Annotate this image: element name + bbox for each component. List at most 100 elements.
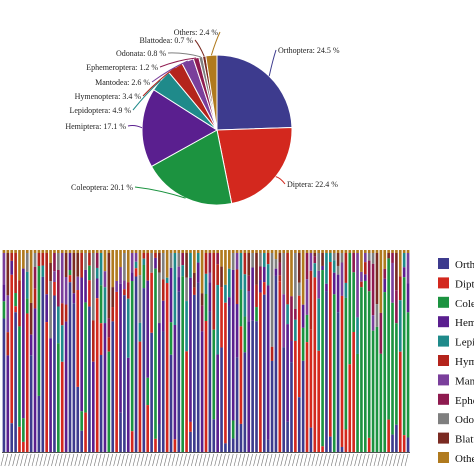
bar-43-segment-diptera	[165, 283, 169, 452]
bar-88-segment-orthoptera	[340, 446, 344, 452]
pie-leader-coleoptera	[134, 186, 186, 199]
x-tick-18	[66, 453, 71, 467]
pie-slice-orthoptera	[216, 54, 293, 131]
bar-92-segment-lepidoptera	[356, 317, 359, 354]
x-tick-72	[276, 453, 281, 467]
bar-88-segment-odonata	[340, 252, 344, 263]
x-tick-98	[377, 453, 382, 467]
bar-88-segment-others	[340, 250, 344, 253]
bar-49-segment-hemiptera	[189, 277, 192, 422]
bar-64-segment-hemiptera	[247, 321, 251, 452]
bar-16-segment-lepidoptera	[60, 325, 64, 362]
bar-62-segment-lepidoptera	[239, 252, 243, 290]
bar-78-segment-hemiptera	[301, 304, 305, 328]
bar-96-segment-coleoptera	[371, 330, 375, 452]
pie-leader-lepidoptera	[132, 80, 161, 111]
x-tick-65	[249, 453, 253, 467]
bar-101-segment-others	[391, 250, 394, 253]
bar-50-segment-blattodea	[193, 272, 196, 288]
legend-label-lepidoptera: Lepidoptera	[455, 337, 474, 349]
bar-60-segment-hemiptera	[231, 269, 235, 421]
bar-19-segment-blattodea	[72, 252, 76, 294]
bar-98-segment-others	[379, 250, 383, 313]
bar-9-segment-hymenoptera	[33, 288, 37, 309]
bar-45-segment-others	[173, 250, 177, 253]
bar-78-segment-orthoptera	[301, 360, 305, 452]
bar-102-segment-ephemeroptera	[395, 290, 398, 324]
bar-71-segment-orthoptera	[274, 275, 278, 452]
bar-70-segment-orthoptera	[270, 360, 274, 452]
bar-20-segment-orthoptera	[76, 386, 80, 452]
bar-36-segment-diptera	[138, 341, 142, 452]
bar-29-segment-others	[111, 250, 115, 288]
bar-51-segment-hemiptera	[196, 262, 200, 283]
bar-64-segment-others	[247, 250, 251, 253]
bar-56-segment-others	[216, 250, 219, 253]
x-tick-6	[20, 453, 24, 467]
bar-94-segment-coleoptera	[363, 280, 367, 452]
legend-swatch-mantodea	[438, 374, 449, 386]
x-tick-83	[319, 453, 323, 467]
pie-leader-diptera	[275, 176, 286, 185]
bar-81-segment-others	[313, 250, 317, 253]
bar-85-segment-lepidoptera	[329, 252, 332, 262]
bar-75-segment-hemiptera	[290, 340, 293, 363]
bar-96-segment-odonata	[371, 252, 375, 264]
bar-26-segment-others	[99, 250, 103, 253]
bar-10-segment-coleoptera	[37, 266, 41, 396]
bar-56-segment-lepidoptera	[216, 285, 219, 355]
bar-79-segment-mantodea	[305, 279, 309, 315]
pie-label-hymenoptera: Hymenoptera: 3.4 %	[75, 92, 142, 101]
bar-57-segment-orthoptera	[220, 347, 223, 452]
bar-48-segment-others	[185, 250, 188, 253]
bar-87-segment-blattodea	[336, 252, 340, 266]
bar-48-segment-blattodea	[185, 252, 188, 278]
bar-45-segment-hemiptera	[173, 325, 177, 440]
bar-37-segment-orthoptera	[142, 288, 146, 452]
bar-40-segment-hemiptera	[154, 257, 157, 269]
bar-81-segment-diptera	[313, 277, 317, 452]
bar-72-segment-others	[278, 250, 282, 253]
x-tick-27	[101, 453, 106, 467]
x-tick-102	[393, 453, 397, 467]
bar-79-segment-coleoptera	[305, 314, 309, 343]
bar-97-segment-odonata	[375, 304, 379, 327]
bar-74-segment-lepidoptera	[286, 304, 289, 325]
bar-64-segment-mantodea	[247, 291, 251, 322]
bar-2-segment-hymenoptera	[6, 332, 10, 356]
bar-40-segment-others	[154, 250, 157, 253]
bar-45-segment-lepidoptera	[173, 252, 177, 325]
bar-30-segment-diptera	[115, 291, 118, 452]
bar-83-segment-diptera	[321, 446, 324, 452]
x-tick-77	[295, 453, 300, 467]
bar-7-segment-coleoptera	[25, 298, 29, 314]
bar-91-segment-diptera	[352, 332, 355, 452]
bar-78-segment-others	[301, 250, 305, 305]
bar-72-segment-blattodea	[278, 252, 282, 263]
bar-21-segment-orthoptera	[80, 430, 83, 452]
bar-27-segment-lepidoptera	[103, 287, 107, 324]
x-tick-68	[260, 453, 265, 467]
bar-72-segment-diptera	[278, 281, 282, 452]
bar-78-segment-coleoptera	[301, 327, 305, 361]
bar-34-segment-hemiptera	[130, 272, 134, 282]
bar-13-segment-hemiptera	[49, 338, 52, 452]
bar-101-segment-ephemeroptera	[391, 252, 394, 263]
bar-104-segment-lepidoptera	[402, 252, 406, 268]
x-tick-86	[330, 453, 335, 467]
bar-44-segment-coleoptera	[169, 322, 173, 355]
pie-label-others: Others: 2.4 %	[174, 28, 219, 37]
x-tick-25	[93, 453, 98, 467]
bar-32-segment-others	[123, 250, 126, 253]
x-tick-16	[58, 453, 63, 467]
bar-58-segment-diptera	[224, 302, 227, 444]
bar-49-segment-diptera	[189, 421, 192, 432]
x-tick-105	[404, 453, 409, 467]
bar-89-segment-lepidoptera	[344, 282, 348, 298]
bar-103-segment-diptera	[398, 351, 402, 452]
x-tick-4	[12, 453, 16, 467]
bar-73-segment-mantodea	[282, 294, 286, 348]
bar-62-segment-orthoptera	[239, 423, 243, 452]
bar-100-segment-others	[387, 250, 390, 253]
bar-15-segment-others	[57, 250, 60, 253]
